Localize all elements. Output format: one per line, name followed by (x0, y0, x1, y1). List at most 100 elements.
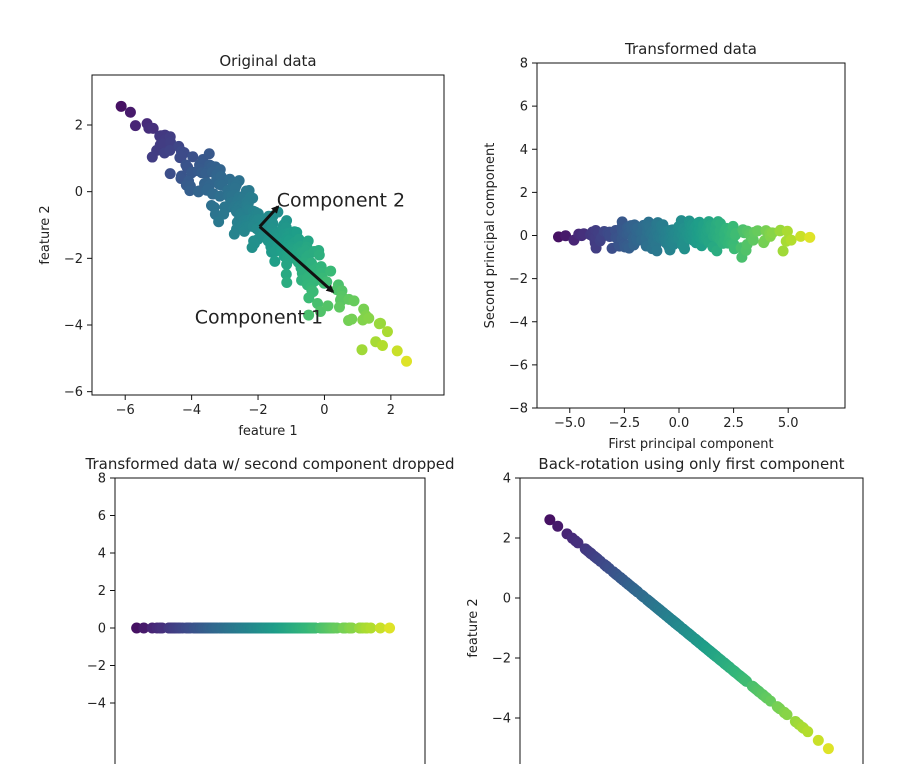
scatter-point (325, 265, 337, 277)
panel-original-data: −6 −4 −2 0 2 −6 −4 −2 0 2 Original data feature 1 fe… (38, 52, 445, 439)
scatter-point (269, 255, 281, 267)
x-tick-label: −5.0 (554, 416, 586, 431)
x-tick-label: −6 (116, 403, 135, 418)
y-tick-label: −2 (64, 252, 83, 267)
scatter-point (348, 295, 360, 307)
component-1-label: Component 1 (195, 307, 323, 329)
scatter-point (228, 228, 240, 240)
y-tick-label: −4 (492, 712, 511, 727)
scatter-point (804, 231, 816, 243)
scatter-point (822, 743, 834, 755)
y-tick-label: 6 (98, 509, 106, 524)
x-tick-label: 0 (320, 403, 328, 418)
scatter-point (356, 344, 368, 356)
scatter-point (391, 345, 403, 357)
scatter-point (374, 622, 386, 634)
scatter-point (138, 622, 150, 634)
y-tick-label: 2 (75, 119, 83, 134)
scatter-point (129, 120, 141, 132)
chart-title: Transformed data w/ second component dro… (85, 455, 455, 473)
y-tick-label: −6 (64, 385, 83, 400)
scatter-point (679, 243, 691, 255)
scatter-point (281, 276, 293, 288)
scatter-point (711, 245, 723, 257)
y-tick-label: 2 (98, 584, 106, 599)
scatter-point (303, 292, 315, 304)
component-1-arrow (258, 225, 335, 293)
y-tick-label: −4 (87, 697, 106, 712)
scatter-point (203, 148, 215, 160)
scatter-point (187, 151, 199, 163)
y-tick-label: −4 (509, 315, 528, 330)
chart-title: Back-rotation using only first component (538, 455, 844, 473)
scatter-point (346, 313, 358, 325)
scatter-point (651, 245, 663, 257)
scatter-point (175, 150, 187, 162)
x-axis-label: feature 1 (238, 424, 297, 439)
scatter-point (303, 309, 315, 321)
scatter-series (544, 514, 834, 755)
axes-frame (114, 477, 426, 764)
y-axis-label: feature 2 (466, 598, 481, 657)
axes-frame (519, 477, 864, 764)
scatter-point (313, 249, 325, 261)
x-tick-label: 2.5 (723, 416, 744, 431)
scatter-point (164, 144, 176, 156)
scatter-point (781, 225, 793, 237)
scatter-point (214, 190, 226, 202)
x-tick-label: −2.5 (609, 416, 641, 431)
scatter-point (165, 136, 177, 148)
scatter-point (365, 622, 377, 634)
y-tick-label: 8 (520, 57, 528, 72)
component-2-label: Component 2 (277, 190, 405, 212)
scatter-point (384, 622, 396, 634)
scatter-point (781, 709, 793, 721)
y-tick-label: 0 (98, 622, 106, 637)
scatter-point (544, 514, 556, 526)
panel-transformed-data: −5.0 −2.5 0.0 2.5 5.0 −8 −6 −4 −2 0 2 4 6 8 Transforme… (483, 40, 846, 452)
scatter-point (812, 734, 824, 746)
x-tick-label: 0.0 (669, 416, 690, 431)
y-axis-label: feature 2 (38, 205, 53, 264)
scatter-point (115, 100, 127, 112)
y-axis-label: Second principal component (483, 143, 498, 329)
scatter-point (560, 230, 572, 242)
scatter-point (346, 622, 358, 634)
x-tick-label: −4 (182, 403, 201, 418)
y-tick-label: 0 (75, 185, 83, 200)
scatter-point (802, 726, 814, 738)
y-tick-label: −4 (64, 319, 83, 334)
scatter-point (572, 537, 584, 549)
chart-title: Original data (219, 52, 316, 70)
scatter-point (795, 230, 807, 242)
y-tick-label: 4 (520, 143, 528, 158)
scatter-series (131, 622, 396, 634)
y-tick-label: 6 (520, 100, 528, 115)
chart-title: Transformed data (624, 40, 757, 58)
scatter-point (146, 151, 158, 163)
scatter-point (184, 185, 196, 197)
y-tick-label: −2 (509, 272, 528, 287)
x-tick-label: 5.0 (778, 416, 799, 431)
scatter-point (164, 168, 176, 180)
scatter-point (375, 317, 387, 329)
y-tick-label: −2 (492, 652, 511, 667)
x-tick-label: 2 (387, 403, 395, 418)
scatter-point (401, 355, 413, 367)
y-tick-label: 0 (520, 229, 528, 244)
scatter-point (785, 234, 797, 246)
y-tick-label: 2 (503, 532, 511, 547)
y-tick-label: −8 (509, 402, 528, 417)
component-2-arrow (258, 205, 280, 228)
scatter-series (115, 100, 413, 367)
x-tick-label: −2 (248, 403, 267, 418)
y-tick-label: 0 (503, 592, 511, 607)
scatter-point (363, 312, 375, 324)
scatter-point (280, 268, 292, 280)
scatter-point (333, 301, 345, 313)
scatter-point (213, 216, 225, 228)
y-tick-label: 4 (503, 472, 511, 487)
